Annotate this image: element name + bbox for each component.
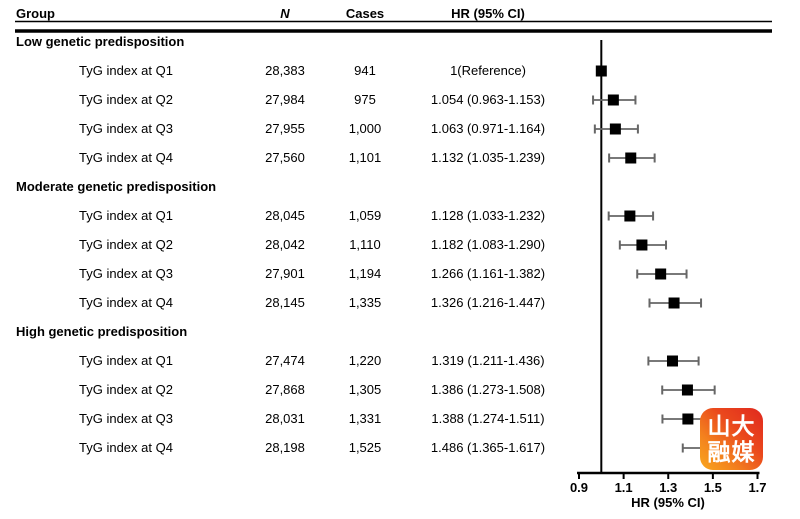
forest-row: TyG index at Q4 27,560 1,101 1.132 (1.035-1… (0, 149, 576, 167)
row-hr: 1.319 (1.211-1.436) (431, 353, 545, 368)
row-label: TyG index at Q3 (79, 266, 173, 281)
forest-row: TyG index at Q2 28,042 1,110 1.182 (1.083-1… (0, 236, 576, 254)
watermark-line2: 融媒 (707, 439, 756, 465)
axis-tick-label: 1.5 (704, 480, 722, 495)
row-label: TyG index at Q1 (79, 208, 173, 223)
forest-row: TyG index at Q3 27,901 1,194 1.266 (1.161-1… (0, 265, 576, 283)
row-n: 27,868 (265, 382, 305, 397)
row-cases: 1,335 (348, 295, 382, 310)
row-hr: 1.182 (1.083-1.290) (430, 237, 546, 252)
row-cases: 1,059 (348, 208, 382, 223)
axis-tick-label: 1.3 (659, 480, 677, 495)
hr-marker (607, 94, 619, 106)
row-label: TyG index at Q2 (79, 237, 173, 252)
row-n: 27,901 (265, 266, 305, 281)
row-hr: 1(Reference) (450, 63, 526, 78)
row-hr: 1.388 (1.274-1.511) (431, 411, 545, 426)
watermark-line1: 山大 (707, 413, 756, 439)
axis-tick-label: 1.1 (615, 480, 633, 495)
row-cases: 1,194 (348, 266, 382, 281)
row-cases: 1,000 (348, 121, 382, 136)
row-n: 28,145 (265, 295, 305, 310)
row-cases: 1,220 (348, 353, 382, 368)
row-n: 27,560 (265, 150, 305, 165)
column-header-hr: HR (95% CI) (451, 6, 525, 21)
hr-marker (636, 239, 648, 251)
row-label: TyG index at Q1 (79, 63, 173, 78)
hr-marker (655, 268, 667, 280)
row-cases: 1,525 (348, 440, 382, 455)
forest-row: TyG index at Q1 28,045 1,059 1.128 (1.033-1… (0, 207, 576, 225)
forest-row: TyG index at Q1 28,383 941 1(Reference) (0, 62, 576, 80)
row-hr: 1.128 (1.033-1.232) (430, 208, 546, 223)
x-axis-title: HR (95% CI) (631, 495, 705, 510)
row-label: TyG index at Q2 (79, 92, 173, 107)
group-header-row: Low genetic predisposition (0, 33, 576, 51)
row-n: 28,383 (265, 63, 305, 78)
row-label: TyG index at Q4 (79, 150, 173, 165)
row-cases: 1,331 (348, 411, 382, 426)
forest-row: TyG index at Q2 27,868 1,305 1.386 (1.273-1… (0, 381, 576, 399)
row-n: 27,955 (265, 121, 305, 136)
row-label: TyG index at Q4 (79, 440, 173, 455)
row-hr: 1.386 (1.273-1.508) (430, 382, 546, 397)
hr-marker (666, 355, 678, 367)
forest-row: TyG index at Q3 27,955 1,000 1.063 (0.971-1… (0, 120, 576, 138)
hr-marker (595, 65, 607, 77)
row-cases: 941 (354, 63, 376, 78)
row-cases: 975 (354, 92, 376, 107)
hr-marker (624, 210, 636, 222)
row-hr: 1.266 (1.161-1.382) (430, 266, 546, 281)
group-header-row: High genetic predisposition (0, 323, 576, 341)
group-label: High genetic predisposition (16, 324, 188, 339)
row-n: 27,474 (265, 353, 305, 368)
row-hr: 1.326 (1.216-1.447) (430, 295, 546, 310)
row-n: 28,198 (265, 440, 305, 455)
row-label: TyG index at Q1 (79, 353, 173, 368)
forest-row: TyG index at Q1 27,474 1,220 1.319 (1.211-1… (0, 352, 576, 370)
hr-marker (681, 384, 693, 396)
hr-marker (682, 413, 694, 425)
group-label: Low genetic predisposition (16, 34, 185, 49)
axis-tick-label: 0.9 (570, 480, 588, 495)
hr-marker (609, 123, 621, 135)
hr-marker (668, 297, 680, 309)
row-hr: 1.054 (0.963-1.153) (430, 92, 546, 107)
row-n: 28,045 (265, 208, 305, 223)
row-label: TyG index at Q3 (79, 411, 173, 426)
column-header-n: N (280, 6, 290, 21)
forest-row: TyG index at Q4 28,145 1,335 1.326 (1.216-1… (0, 294, 576, 312)
group-label: Moderate genetic predisposition (16, 179, 217, 194)
row-n: 27,984 (265, 92, 305, 107)
column-header-cases: Cases (345, 6, 385, 21)
row-hr: 1.132 (1.035-1.239) (430, 150, 546, 165)
row-hr: 1.486 (1.365-1.617) (430, 440, 546, 455)
row-n: 28,042 (265, 237, 305, 252)
hr-marker (625, 152, 637, 164)
row-label: TyG index at Q3 (79, 121, 173, 136)
axis-tick-label: 1.7 (748, 480, 766, 495)
group-header-row: Moderate genetic predisposition (0, 178, 576, 196)
row-hr: 1.063 (0.971-1.164) (430, 121, 546, 136)
row-n: 28,031 (265, 411, 305, 426)
row-cases: 1,110 (349, 237, 381, 252)
row-label: TyG index at Q2 (79, 382, 173, 397)
forest-row: TyG index at Q4 28,198 1,525 1.486 (1.365-1… (0, 439, 576, 457)
forest-row: TyG index at Q3 28,031 1,331 1.388 (1.274-1… (0, 410, 576, 428)
row-cases: 1,305 (348, 382, 382, 397)
watermark-logo: 山大 融媒 (700, 408, 763, 470)
row-label: TyG index at Q4 (79, 295, 173, 310)
row-cases: 1,101 (348, 150, 382, 165)
column-header-group: Group (16, 6, 55, 21)
forest-row: TyG index at Q2 27,984 975 1.054 (0.963-1.1… (0, 91, 576, 109)
